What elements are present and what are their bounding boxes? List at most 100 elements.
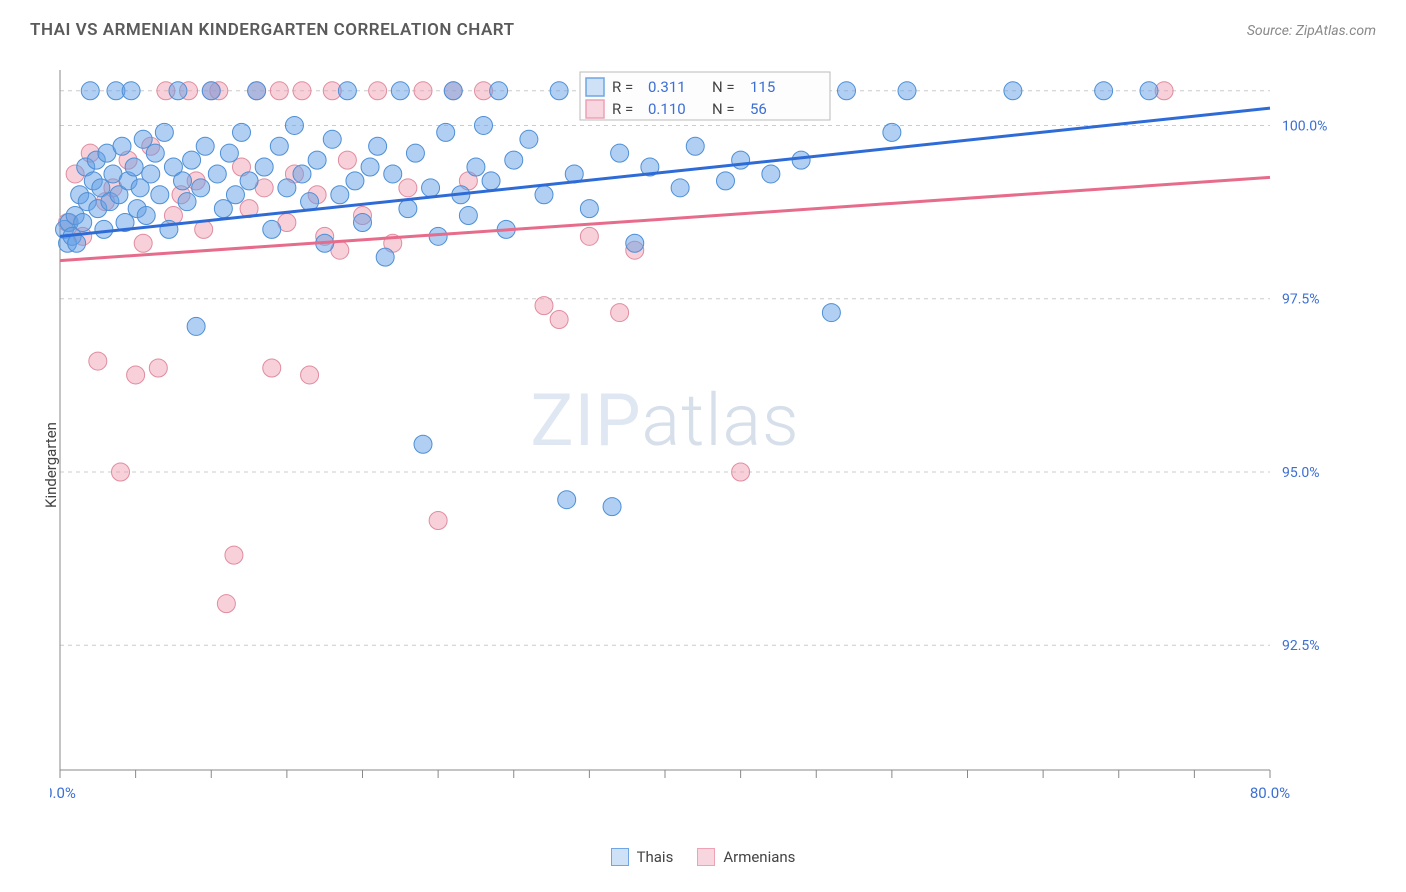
stat-n-value: 56 xyxy=(750,100,767,118)
data-point xyxy=(293,82,311,100)
data-point xyxy=(838,82,856,100)
data-point xyxy=(792,151,810,169)
data-point xyxy=(183,151,201,169)
data-point xyxy=(429,511,447,529)
data-point xyxy=(444,82,462,100)
data-point xyxy=(505,151,523,169)
data-point xyxy=(233,123,251,141)
data-point xyxy=(376,248,394,266)
data-point xyxy=(717,172,735,190)
stat-r-label: R = xyxy=(612,78,633,96)
data-point xyxy=(490,82,508,100)
y-tick-label: 97.5% xyxy=(1282,292,1320,308)
data-point xyxy=(214,200,232,218)
legend-bottom: Thais Armenians xyxy=(0,848,1406,870)
data-point xyxy=(369,82,387,100)
data-point xyxy=(127,366,145,384)
stat-r-label: R = xyxy=(612,100,633,118)
chart-source: Source: ZipAtlas.com xyxy=(1247,23,1376,39)
watermark: ZIPatlas xyxy=(530,378,799,463)
data-point xyxy=(217,595,235,613)
data-point xyxy=(174,172,192,190)
stat-r-value: 0.311 xyxy=(648,78,686,96)
x-tick-label: 80.0% xyxy=(1250,784,1290,802)
data-point xyxy=(422,179,440,197)
legend-label: Thais xyxy=(637,848,674,866)
y-tick-label: 95.0% xyxy=(1282,465,1320,481)
data-point xyxy=(169,82,187,100)
data-point xyxy=(323,130,341,148)
legend-item: Armenians xyxy=(697,848,795,866)
data-point xyxy=(248,82,266,100)
data-point xyxy=(155,123,173,141)
legend-swatch xyxy=(611,848,629,866)
stat-swatch xyxy=(586,100,604,118)
data-point xyxy=(762,165,780,183)
data-point xyxy=(308,151,326,169)
data-point xyxy=(898,82,916,100)
data-point xyxy=(520,130,538,148)
data-point xyxy=(192,179,210,197)
data-point xyxy=(611,304,629,322)
y-tick-label: 92.5% xyxy=(1282,638,1320,654)
data-point xyxy=(146,144,164,162)
stat-n-label: N = xyxy=(712,100,735,118)
data-point xyxy=(225,546,243,564)
data-point xyxy=(437,123,455,141)
data-point xyxy=(603,498,621,516)
data-point xyxy=(285,116,303,134)
data-point xyxy=(475,116,493,134)
data-point xyxy=(331,186,349,204)
legend-label: Armenians xyxy=(723,848,795,866)
data-point xyxy=(240,172,258,190)
data-point xyxy=(220,144,238,162)
data-point xyxy=(125,158,143,176)
stat-swatch xyxy=(586,78,604,96)
data-point xyxy=(550,82,568,100)
data-point xyxy=(482,172,500,190)
data-point xyxy=(732,463,750,481)
data-point xyxy=(81,82,99,100)
data-point xyxy=(354,213,372,231)
data-point xyxy=(384,165,402,183)
data-point xyxy=(467,158,485,176)
data-point xyxy=(74,213,92,231)
data-point xyxy=(255,158,273,176)
data-point xyxy=(558,491,576,509)
data-point xyxy=(361,158,379,176)
data-point xyxy=(671,179,689,197)
data-point xyxy=(178,193,196,211)
data-point xyxy=(883,123,901,141)
data-point xyxy=(208,165,226,183)
data-point xyxy=(1140,82,1158,100)
data-point xyxy=(580,227,598,245)
data-point xyxy=(226,186,244,204)
y-tick-label: 100.0% xyxy=(1282,118,1327,134)
x-tick-label: 0.0% xyxy=(50,784,76,802)
data-point xyxy=(414,435,432,453)
data-point xyxy=(626,234,644,252)
data-point xyxy=(399,179,417,197)
data-point xyxy=(406,144,424,162)
scatter-plot: 92.5% 95.0% 97.5% 100.0% 0.0% 80.0% ZIPatlas R … xyxy=(50,60,1340,820)
data-point xyxy=(459,207,477,225)
data-point xyxy=(113,137,131,155)
stat-n-value: 115 xyxy=(750,78,775,96)
data-point xyxy=(134,234,152,252)
chart-area: Kindergarten 92.5%95.0%97.5%100.0%0.0%80… xyxy=(0,50,1406,880)
data-point xyxy=(134,130,152,148)
data-point xyxy=(202,82,220,100)
data-point xyxy=(686,137,704,155)
data-point xyxy=(112,463,130,481)
data-point xyxy=(122,82,140,100)
chart-header: THAI VS ARMENIAN KINDERGARTEN CORRELATIO… xyxy=(0,0,1406,50)
data-point xyxy=(338,82,356,100)
data-point xyxy=(535,186,553,204)
data-point xyxy=(196,137,214,155)
data-point xyxy=(68,234,86,252)
data-point xyxy=(270,137,288,155)
data-point xyxy=(278,179,296,197)
data-point xyxy=(151,186,169,204)
data-point xyxy=(550,311,568,329)
data-point xyxy=(338,151,356,169)
